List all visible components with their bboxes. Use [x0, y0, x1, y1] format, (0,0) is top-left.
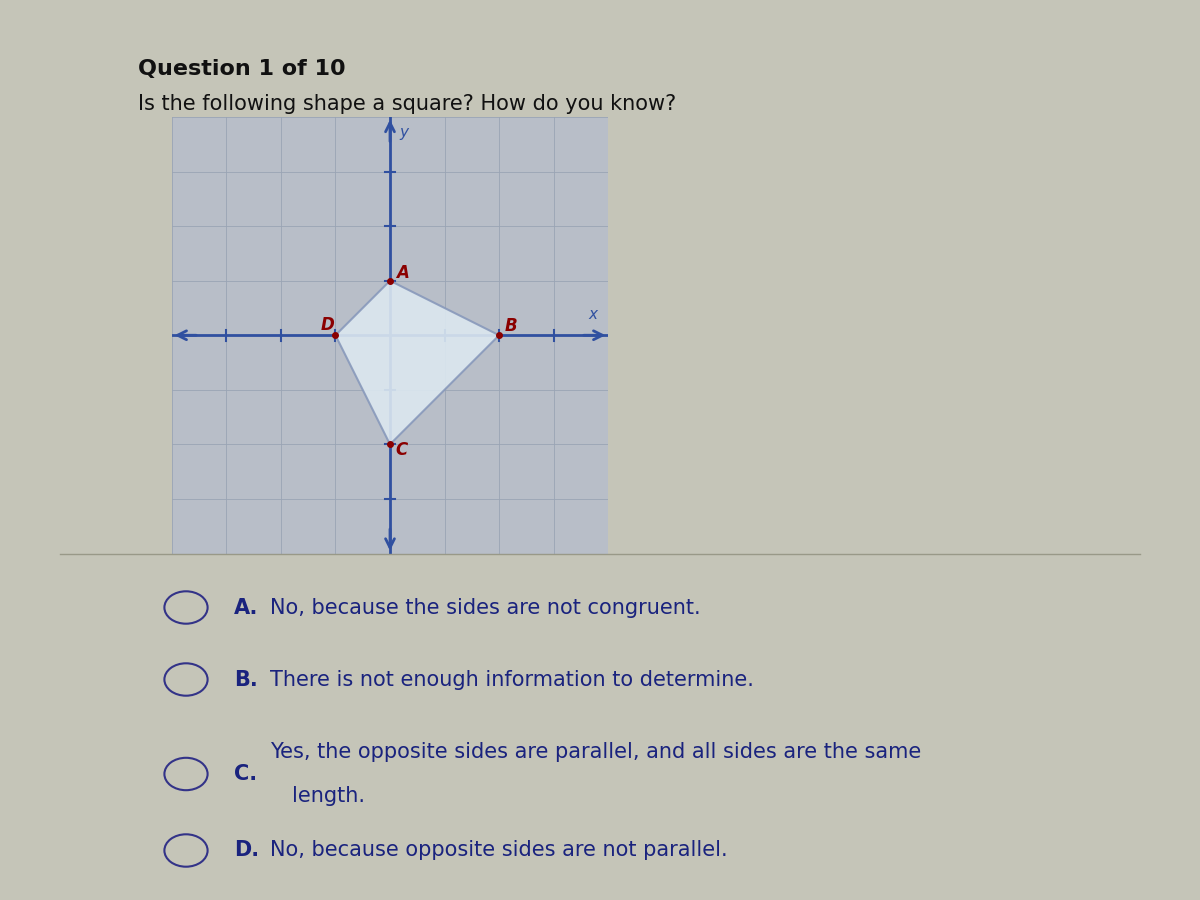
Text: D: D [320, 316, 334, 334]
Text: C.: C. [234, 764, 257, 784]
Text: A: A [396, 264, 409, 282]
Text: x: x [588, 307, 598, 321]
Text: No, because opposite sides are not parallel.: No, because opposite sides are not paral… [270, 841, 727, 860]
Text: y: y [400, 125, 409, 140]
Text: Yes, the opposite sides are parallel, and all sides are the same: Yes, the opposite sides are parallel, an… [270, 742, 922, 761]
Text: There is not enough information to determine.: There is not enough information to deter… [270, 670, 754, 689]
Text: C: C [396, 441, 408, 459]
Text: Question 1 of 10: Question 1 of 10 [138, 58, 346, 78]
Text: No, because the sides are not congruent.: No, because the sides are not congruent. [270, 598, 701, 617]
Text: B.: B. [234, 670, 258, 689]
Text: D.: D. [234, 841, 259, 860]
Text: length.: length. [292, 787, 365, 806]
Polygon shape [336, 281, 499, 445]
Text: Is the following shape a square? How do you know?: Is the following shape a square? How do … [138, 94, 677, 114]
Text: A.: A. [234, 598, 258, 617]
Text: B: B [504, 317, 517, 335]
